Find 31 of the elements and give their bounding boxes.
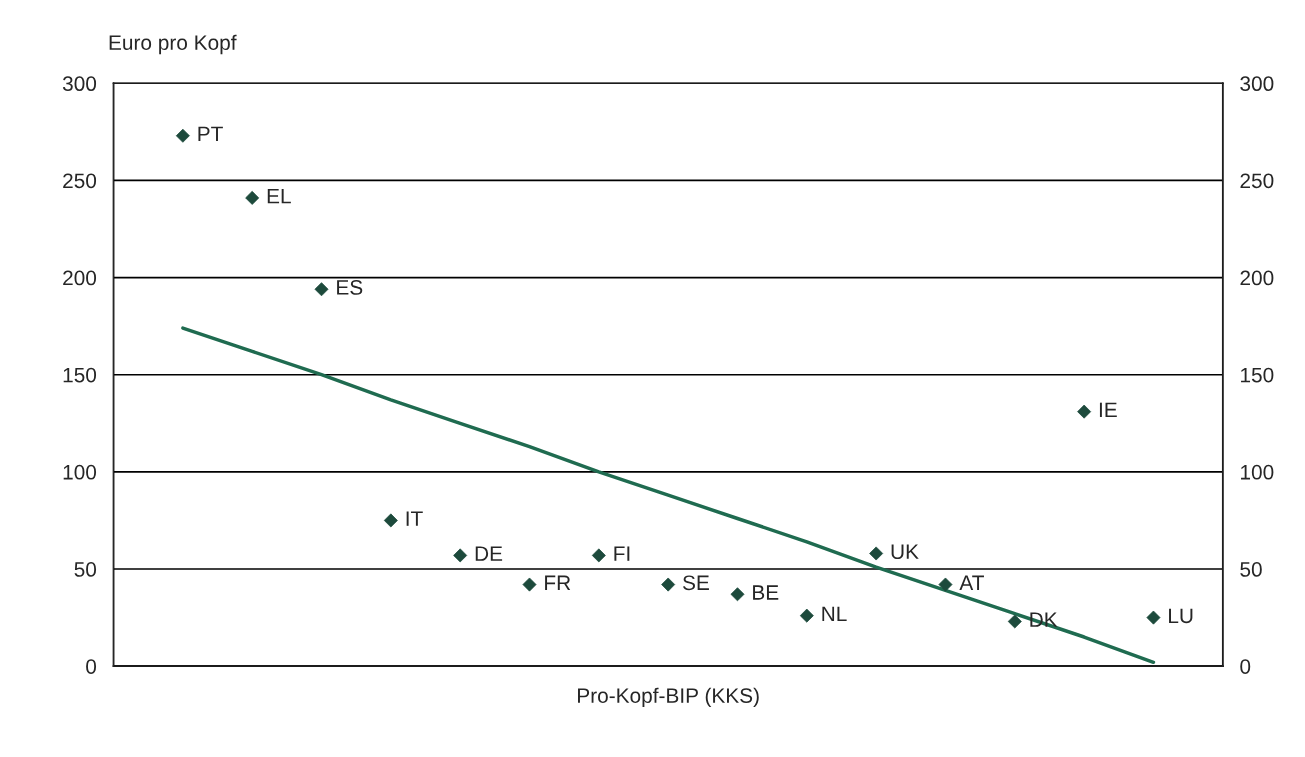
data-label: LU bbox=[1169, 608, 1193, 624]
data-label: IE bbox=[1099, 402, 1117, 418]
y-tick-label: 50 bbox=[74, 562, 97, 577]
data-label: DE bbox=[475, 546, 503, 561]
x-axis-title: Pro-Kopf-BIP (KKS) bbox=[578, 687, 759, 708]
y2-tick-label: 150 bbox=[1241, 367, 1274, 383]
data-label: IT bbox=[406, 511, 423, 526]
y2-tick-label: 200 bbox=[1240, 270, 1274, 286]
y-tick-label: 250 bbox=[63, 173, 97, 189]
data-label: EL bbox=[267, 188, 291, 204]
data-label: SE bbox=[683, 575, 709, 591]
data-label: NL bbox=[822, 606, 847, 622]
y-tick-label: 0 bbox=[86, 659, 97, 674]
y2-tick-label: 0 bbox=[1240, 659, 1251, 674]
y-tick-label: 200 bbox=[63, 270, 97, 286]
y2-tick-label: 300 bbox=[1240, 76, 1274, 92]
data-label: FI bbox=[614, 546, 630, 561]
y2-tick-label: 250 bbox=[1240, 173, 1274, 189]
y2-tick-label: 50 bbox=[1240, 562, 1262, 577]
data-label: PT bbox=[198, 126, 223, 142]
y-tick-label: 100 bbox=[63, 464, 97, 480]
data-label: UK bbox=[891, 544, 919, 560]
y-tick-label: 150 bbox=[63, 367, 97, 383]
data-label: BE bbox=[753, 585, 779, 600]
data-label: ES bbox=[337, 280, 363, 295]
line-series bbox=[181, 326, 1156, 665]
data-label: AT bbox=[959, 575, 984, 590]
y-axis-title: Euro pro Kopf bbox=[109, 34, 237, 55]
y-tick-label: 300 bbox=[62, 76, 97, 92]
y2-tick-label: 100 bbox=[1241, 464, 1274, 480]
data-label: FR bbox=[545, 575, 571, 590]
